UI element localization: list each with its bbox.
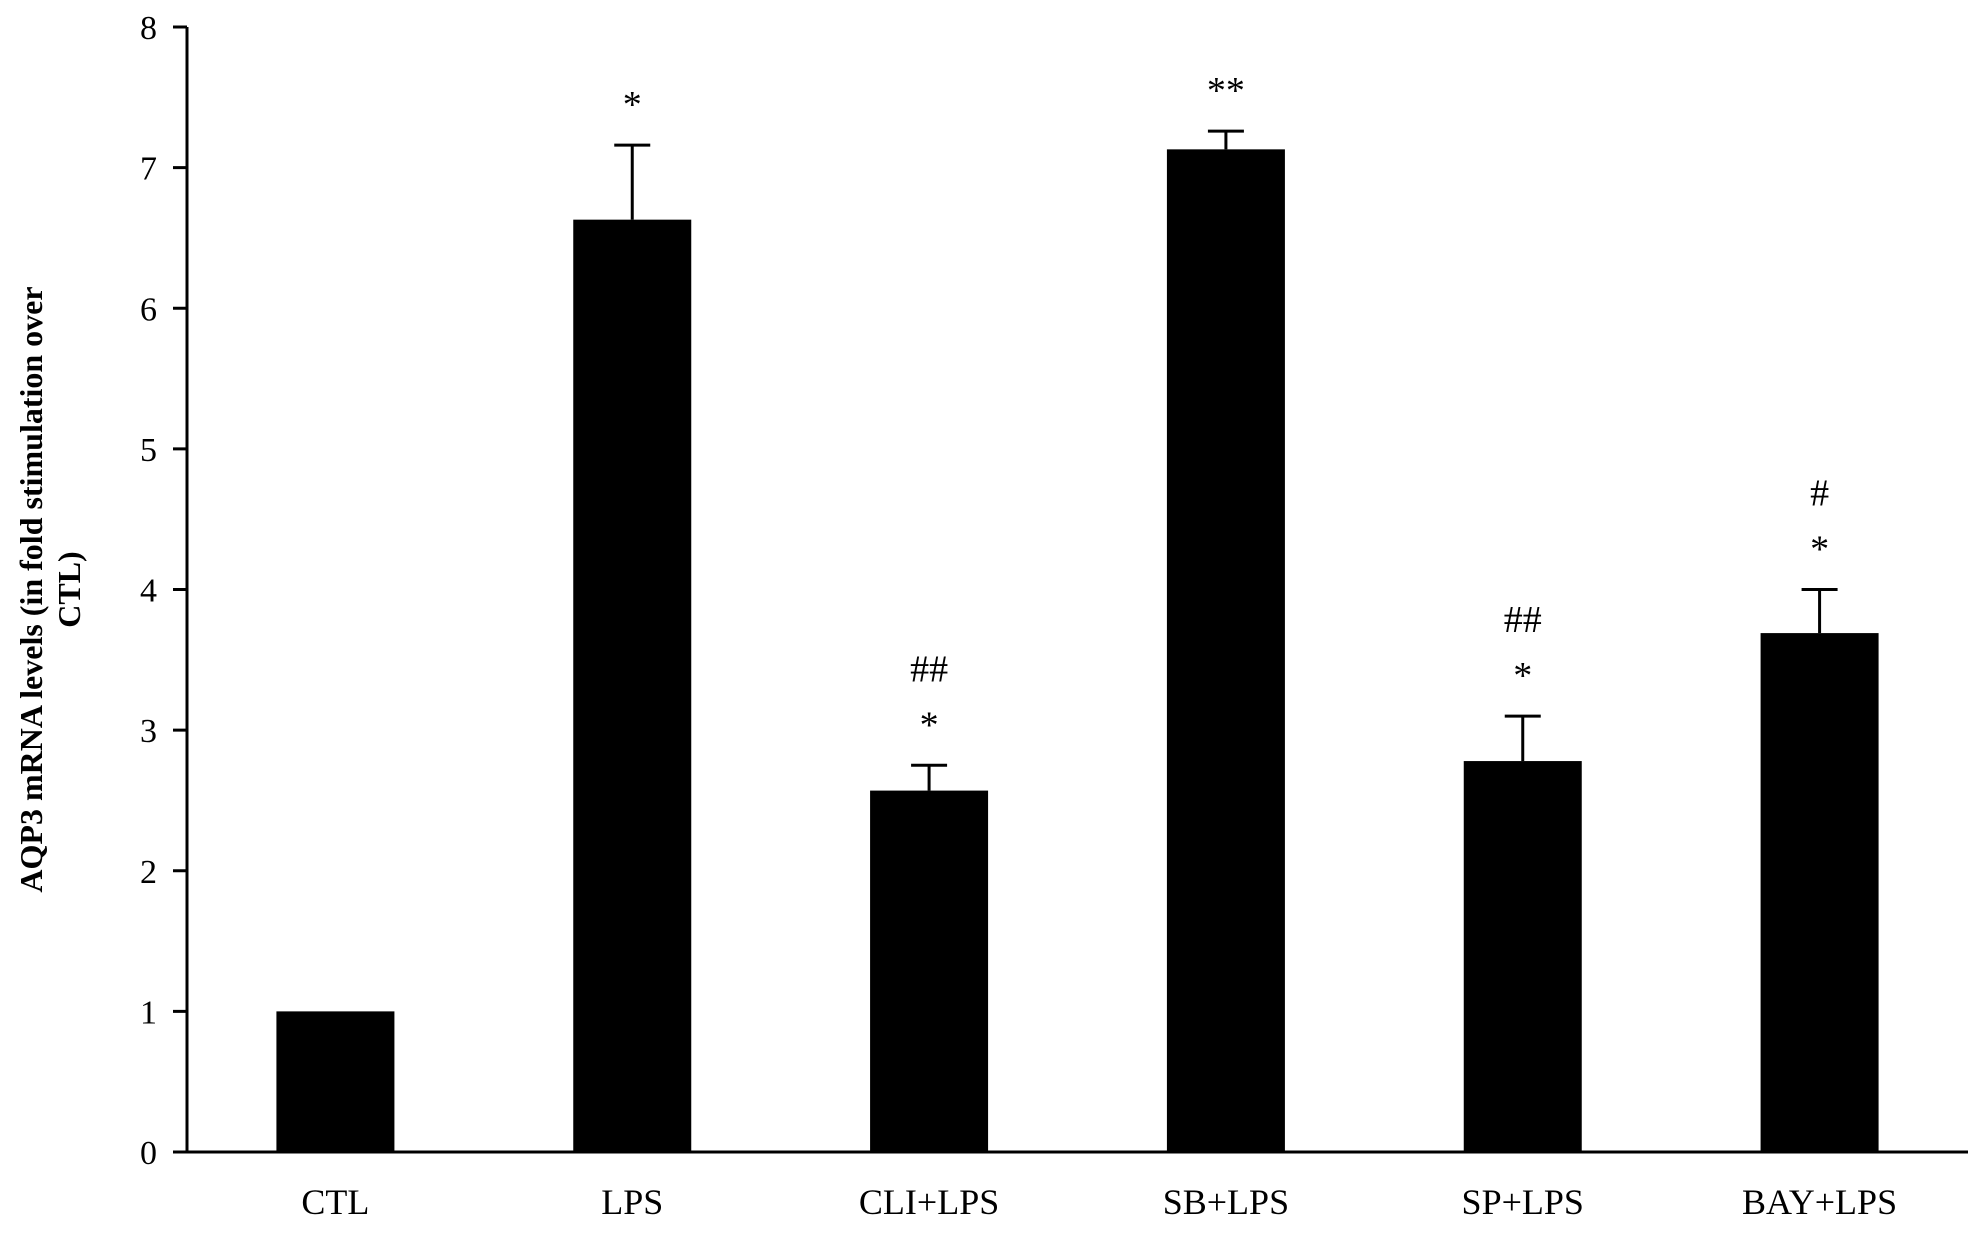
y-ticks: 0 1 2 3 4 5 6 7 8 xyxy=(140,10,187,1172)
significance-mark: * xyxy=(1513,655,1532,697)
axes xyxy=(185,27,1968,1154)
bar xyxy=(870,790,989,1152)
category-label: SB+LPS xyxy=(1163,1182,1289,1222)
bar xyxy=(276,1011,395,1152)
y-tick-label: 1 xyxy=(140,994,157,1031)
y-axis-title-line-1: AQP3 mRNA levels (in fold stimulation ov… xyxy=(13,286,49,892)
y-tick-label: 6 xyxy=(140,291,157,328)
y-tick-label: 7 xyxy=(140,151,157,188)
error-bars xyxy=(614,129,1838,791)
y-tick-label: 8 xyxy=(140,10,157,47)
bars xyxy=(276,149,1879,1152)
bar xyxy=(1760,633,1879,1152)
significance-mark: # xyxy=(1810,473,1829,515)
significance-annotations: **##***##*# xyxy=(623,70,1829,746)
y-tick-label: 3 xyxy=(140,713,157,750)
category-label: CLI+LPS xyxy=(859,1182,999,1222)
y-tick-label: 5 xyxy=(140,432,157,469)
significance-mark: ## xyxy=(910,648,948,690)
significance-mark: ## xyxy=(1504,599,1542,641)
significance-mark: * xyxy=(920,704,939,746)
y-axis-title-line-2: CTL) xyxy=(51,551,87,627)
y-tick-label: 2 xyxy=(140,854,157,891)
category-labels: CTL LPS CLI+LPS SB+LPS SP+LPS BAY+LPS xyxy=(301,1182,1897,1222)
category-label: BAY+LPS xyxy=(1742,1182,1897,1222)
bar xyxy=(1463,761,1582,1152)
y-tick-label: 4 xyxy=(140,573,157,610)
category-label: CTL xyxy=(301,1182,369,1222)
y-tick-label: 0 xyxy=(140,1135,157,1172)
bar xyxy=(573,219,692,1152)
category-label: LPS xyxy=(601,1182,663,1222)
significance-mark: ** xyxy=(1207,70,1245,112)
y-axis-title: AQP3 mRNA levels (in fold stimulation ov… xyxy=(13,286,87,892)
category-label: SP+LPS xyxy=(1462,1182,1584,1222)
significance-mark: * xyxy=(1810,529,1829,571)
significance-mark: * xyxy=(623,84,642,126)
bar xyxy=(1166,149,1285,1152)
